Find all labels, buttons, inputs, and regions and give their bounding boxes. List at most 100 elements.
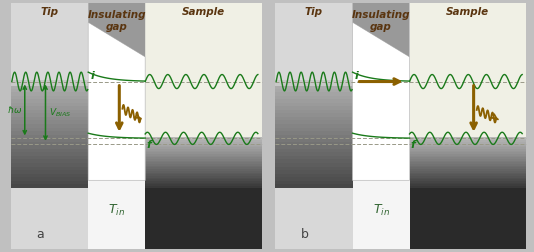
Bar [11, 167, 88, 170]
Bar [410, 3, 526, 249]
Bar [145, 156, 262, 157]
Bar [275, 103, 352, 106]
Bar [275, 89, 352, 92]
Bar [11, 85, 88, 89]
Text: $T_{in}$: $T_{in}$ [373, 202, 389, 217]
Bar [275, 120, 352, 124]
Bar [11, 177, 88, 181]
Bar [145, 174, 262, 176]
Bar [145, 140, 262, 142]
Bar [145, 186, 262, 188]
Bar [352, 3, 410, 249]
Polygon shape [352, 3, 410, 57]
Polygon shape [352, 22, 410, 180]
Bar [275, 152, 352, 156]
Bar [145, 188, 262, 249]
Bar [145, 171, 262, 173]
Bar [410, 157, 526, 159]
Bar [275, 131, 352, 135]
Bar [275, 142, 352, 145]
Bar [410, 152, 526, 154]
Bar [11, 181, 88, 184]
Bar [410, 149, 526, 151]
Text: i: i [355, 71, 358, 81]
Bar [275, 96, 352, 99]
Polygon shape [88, 3, 145, 57]
Bar [145, 181, 262, 183]
Bar [11, 113, 88, 117]
Bar [410, 151, 526, 152]
Text: $\hbar\omega$: $\hbar\omega$ [7, 104, 22, 115]
Bar [410, 181, 526, 183]
Bar [275, 106, 352, 110]
Bar [410, 184, 526, 186]
Bar [275, 149, 352, 152]
Bar [410, 169, 526, 171]
Bar [275, 113, 352, 117]
Text: f: f [411, 140, 415, 150]
Text: $T_{in}$: $T_{in}$ [108, 202, 125, 217]
Bar [11, 80, 88, 86]
Bar [11, 184, 88, 188]
Bar [11, 174, 88, 177]
Bar [145, 163, 262, 164]
Bar [145, 152, 262, 154]
Bar [145, 149, 262, 151]
Bar [11, 92, 88, 96]
Bar [275, 167, 352, 170]
Bar [410, 139, 526, 140]
Bar [145, 147, 262, 149]
Bar [410, 188, 526, 249]
Bar [145, 144, 262, 146]
Bar [11, 142, 88, 145]
Text: Tip: Tip [41, 7, 58, 17]
Bar [410, 183, 526, 184]
Bar [11, 103, 88, 106]
Text: Sample: Sample [182, 7, 225, 17]
Bar [410, 186, 526, 188]
Bar [145, 176, 262, 178]
Bar [410, 146, 526, 147]
Bar [275, 160, 352, 163]
Bar [11, 138, 88, 142]
Bar [275, 110, 352, 113]
Bar [275, 170, 352, 174]
Bar [410, 156, 526, 157]
Bar [145, 168, 262, 169]
Bar [410, 161, 526, 163]
Bar [11, 163, 88, 167]
Bar [145, 137, 262, 139]
Bar [11, 149, 88, 152]
Bar [275, 156, 352, 160]
Text: Insulating
gap: Insulating gap [88, 10, 146, 31]
Bar [11, 120, 88, 124]
Bar [145, 161, 262, 163]
Bar [88, 3, 145, 249]
Bar [11, 145, 88, 149]
Text: $V_{BIAS}$: $V_{BIAS}$ [49, 106, 71, 119]
Text: Tip: Tip [305, 7, 323, 17]
Bar [410, 174, 526, 176]
Bar [11, 152, 88, 156]
Bar [275, 3, 352, 249]
Bar [410, 173, 526, 174]
Bar [410, 168, 526, 169]
Bar [145, 151, 262, 152]
Bar [145, 3, 262, 249]
Bar [410, 166, 526, 168]
Bar [145, 159, 262, 161]
Text: Insulating
gap: Insulating gap [352, 10, 410, 31]
Bar [410, 163, 526, 164]
Bar [410, 164, 526, 166]
Bar [145, 178, 262, 179]
Bar [145, 179, 262, 181]
Bar [11, 96, 88, 99]
Bar [275, 128, 352, 131]
Bar [275, 99, 352, 103]
Bar [145, 142, 262, 144]
Bar [275, 124, 352, 128]
Bar [275, 80, 352, 86]
Bar [11, 135, 88, 138]
Bar [410, 176, 526, 178]
Bar [11, 3, 88, 249]
